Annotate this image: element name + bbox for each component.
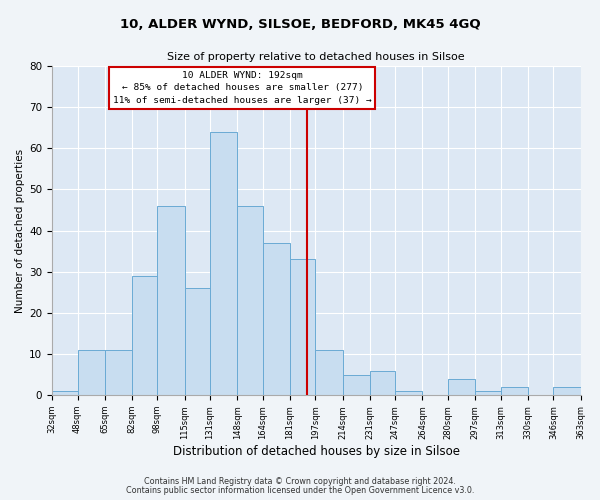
Bar [105, 350, 132, 395]
Bar [185, 288, 210, 395]
Y-axis label: Number of detached properties: Number of detached properties [15, 148, 25, 312]
Bar [52, 391, 77, 395]
Bar [210, 132, 237, 395]
Bar [370, 370, 395, 395]
Bar [500, 387, 528, 395]
Bar [343, 374, 370, 395]
Bar [475, 391, 500, 395]
Text: Contains HM Land Registry data © Crown copyright and database right 2024.: Contains HM Land Registry data © Crown c… [144, 477, 456, 486]
Text: 10 ALDER WYND: 192sqm
← 85% of detached houses are smaller (277)
11% of semi-det: 10 ALDER WYND: 192sqm ← 85% of detached … [113, 71, 371, 105]
Title: Size of property relative to detached houses in Silsoe: Size of property relative to detached ho… [167, 52, 465, 62]
Text: 10, ALDER WYND, SILSOE, BEDFORD, MK45 4GQ: 10, ALDER WYND, SILSOE, BEDFORD, MK45 4G… [119, 18, 481, 30]
Bar [157, 206, 185, 395]
Bar [132, 276, 157, 395]
Text: Contains public sector information licensed under the Open Government Licence v3: Contains public sector information licen… [126, 486, 474, 495]
Bar [553, 387, 581, 395]
Bar [395, 391, 422, 395]
Bar [448, 379, 475, 395]
Bar [237, 206, 263, 395]
X-axis label: Distribution of detached houses by size in Silsoe: Distribution of detached houses by size … [173, 444, 460, 458]
Bar [77, 350, 105, 395]
Bar [263, 243, 290, 395]
Bar [316, 350, 343, 395]
Bar [290, 260, 316, 395]
